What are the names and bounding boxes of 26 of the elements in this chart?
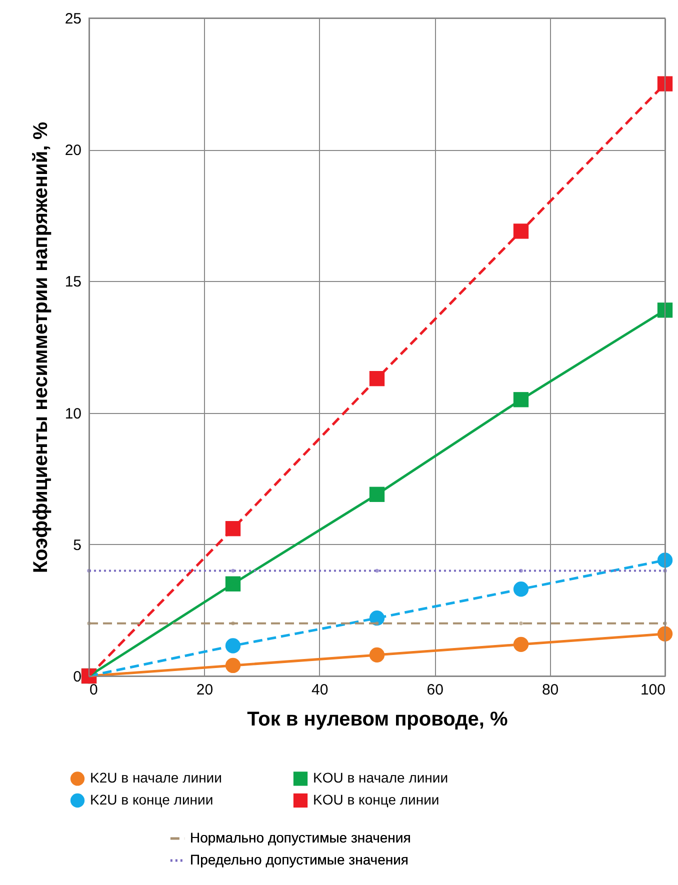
y-tick-label: 0	[73, 668, 82, 686]
legend-label: Нормально допустимые значения	[190, 830, 411, 846]
point	[519, 621, 523, 626]
x-tick-label: 100	[640, 682, 666, 698]
x-tick-label: 80	[542, 682, 559, 698]
x-tick-label: 60	[426, 682, 444, 698]
x-axis-title: Ток в нулевом проводе, %	[247, 708, 508, 730]
y-tick-label: 20	[64, 142, 82, 160]
point	[375, 568, 379, 573]
point	[375, 621, 379, 626]
point	[231, 568, 235, 573]
y-tick-label: 25	[64, 10, 82, 28]
point	[519, 568, 523, 573]
legend-label: KOU в конце линии	[313, 792, 440, 808]
x-tick-label: 20	[196, 682, 214, 698]
y-axis-title: Коэффициенты несимметрии напряжений, %	[30, 122, 52, 574]
legend-label: K2U в конце линии	[90, 792, 214, 808]
y-tick-label: 10	[64, 405, 82, 422]
legend-label: KOU в начале линии	[313, 770, 448, 786]
legend-label: K2U в начале линии	[90, 770, 222, 786]
y-tick-label: 5	[73, 536, 82, 554]
x-tick-label: 40	[312, 682, 328, 698]
legend-label: Предельно допустимые значения	[190, 852, 409, 868]
x-tick-label: 0	[90, 682, 98, 698]
point	[513, 224, 529, 239]
y-tick-label: 15	[64, 274, 82, 291]
